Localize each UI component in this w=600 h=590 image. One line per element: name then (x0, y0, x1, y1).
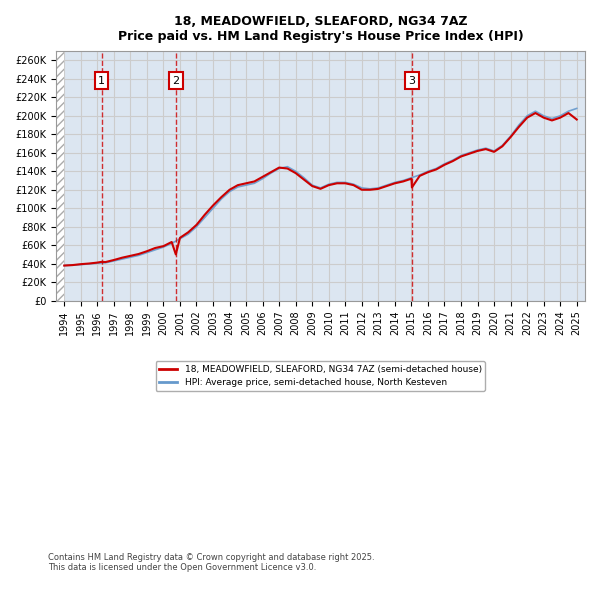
Text: 3: 3 (409, 76, 415, 86)
Text: 2: 2 (172, 76, 179, 86)
Text: 1: 1 (98, 76, 105, 86)
Title: 18, MEADOWFIELD, SLEAFORD, NG34 7AZ
Price paid vs. HM Land Registry's House Pric: 18, MEADOWFIELD, SLEAFORD, NG34 7AZ Pric… (118, 15, 523, 43)
Bar (56, 51, 64, 301)
Text: Contains HM Land Registry data © Crown copyright and database right 2025.
This d: Contains HM Land Registry data © Crown c… (48, 553, 374, 572)
Legend: 18, MEADOWFIELD, SLEAFORD, NG34 7AZ (semi-detached house), HPI: Average price, s: 18, MEADOWFIELD, SLEAFORD, NG34 7AZ (sem… (155, 361, 485, 391)
